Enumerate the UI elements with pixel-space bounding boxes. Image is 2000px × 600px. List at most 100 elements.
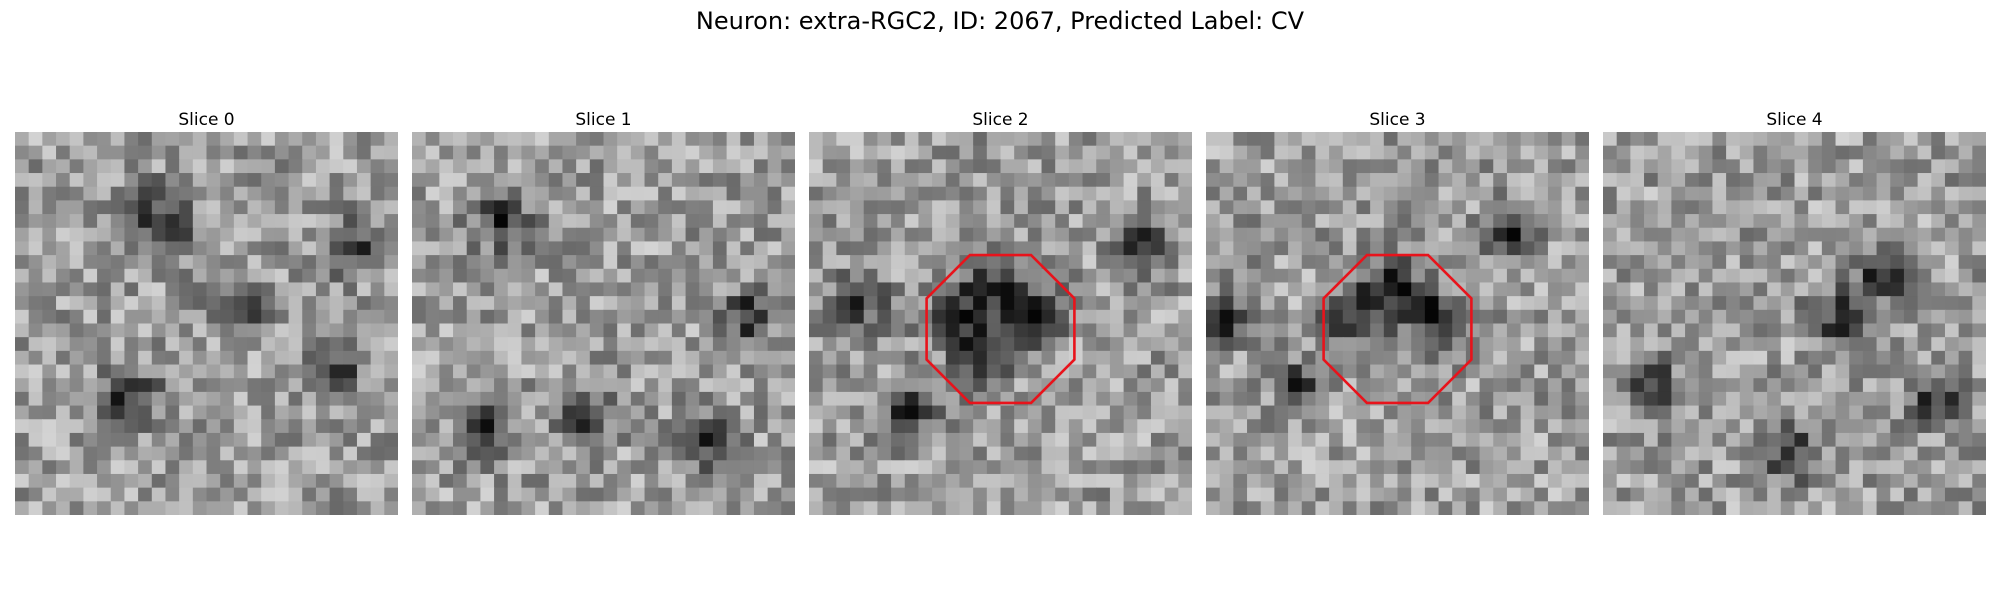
pixel-cell: [576, 391, 591, 407]
pixel-cell: [1041, 186, 1056, 201]
pixel-cell: [261, 391, 276, 407]
pixel-cell: [1944, 364, 1960, 379]
pixel-cell: [1109, 282, 1125, 297]
pixel-cell: [247, 432, 262, 448]
pixel-cell: [1657, 473, 1672, 489]
pixel-cell: [1329, 132, 1344, 147]
pixel-cell: [863, 391, 878, 407]
pixel-cell: [1383, 487, 1399, 502]
pixel-cell: [1739, 501, 1755, 515]
pixel-cell: [1575, 446, 1589, 461]
pixel-cell: [1370, 173, 1385, 188]
pixel-cell: [1260, 350, 1275, 366]
pixel-cell: [712, 501, 728, 515]
pixel-cell: [1917, 432, 1932, 448]
pixel-cell: [192, 200, 208, 215]
pixel-cell: [1150, 227, 1166, 243]
pixel-cell: [247, 241, 262, 256]
pixel-cell: [1534, 132, 1549, 147]
pixel-cell: [1164, 487, 1179, 502]
pixel-cell: [1903, 364, 1919, 379]
pixel-cell: [1438, 186, 1453, 201]
pixel-cell: [425, 282, 440, 297]
pixel-cell: [151, 296, 167, 311]
pixel-cell: [1753, 446, 1768, 461]
pixel-cell: [1027, 432, 1043, 448]
pixel-cell: [535, 145, 550, 160]
pixel-cell: [986, 309, 1002, 325]
pixel-cell: [384, 337, 398, 352]
pixel-cell: [480, 473, 495, 489]
pixel-cell: [617, 378, 632, 393]
pixel-cell: [247, 350, 262, 366]
pixel-cell: [1931, 309, 1946, 325]
pixel-cell: [1465, 473, 1481, 489]
pixel-cell: [56, 364, 71, 379]
pixel-cell: [1137, 419, 1152, 434]
pixel-cell: [1356, 350, 1371, 366]
pixel-cell: [261, 241, 276, 256]
pixel-cell: [1739, 132, 1755, 147]
pixel-cell: [1767, 337, 1782, 352]
pixel-cell: [1767, 460, 1782, 475]
pixel-cell: [1835, 159, 1850, 174]
pixel-cell: [192, 378, 208, 393]
pixel-cell: [274, 200, 290, 215]
pixel-cell: [453, 432, 468, 448]
pixel-cell: [453, 446, 468, 461]
pixel-cell: [1411, 159, 1426, 174]
pixel-cell: [740, 159, 755, 174]
pixel-cell: [1876, 227, 1891, 243]
pixel-cell: [1137, 473, 1152, 489]
pixel-cell: [315, 378, 331, 393]
pixel-cell: [384, 487, 398, 502]
pixel-cell: [1329, 432, 1344, 448]
pixel-cell: [1671, 214, 1686, 229]
pixel-cell: [1561, 309, 1576, 325]
pixel-cell: [1644, 145, 1659, 160]
pixel-cell: [1068, 282, 1084, 297]
pixel-cell: [1206, 186, 1221, 201]
slice-image: [1206, 132, 1589, 515]
pixel-cell: [1534, 173, 1549, 188]
pixel-cell: [247, 391, 262, 407]
pixel-cell: [1479, 132, 1494, 147]
pixel-cell: [1561, 227, 1576, 243]
pixel-cell: [1424, 132, 1440, 147]
pixel-cell: [767, 350, 782, 366]
pixel-cell: [740, 446, 755, 461]
pixel-cell: [891, 255, 906, 270]
pixel-cell: [699, 145, 714, 160]
pixel-cell: [877, 460, 892, 475]
pixel-cell: [124, 227, 139, 243]
pixel-cell: [83, 200, 98, 215]
pixel-cell: [1109, 200, 1125, 215]
pixel-cell: [1698, 173, 1714, 188]
pixel-cell: [1178, 132, 1192, 147]
pixel-cell: [261, 214, 276, 229]
pixel-cell: [1000, 173, 1015, 188]
pixel-cell: [699, 473, 714, 489]
pixel-cell: [1397, 487, 1412, 502]
pixel-cell: [412, 268, 427, 284]
pixel-cell: [1561, 432, 1576, 448]
pixel-cell: [1931, 391, 1946, 407]
pixel-cell: [1329, 419, 1344, 434]
pixel-cell: [822, 337, 837, 352]
pixel-cell: [274, 432, 290, 448]
pixel-cell: [959, 227, 974, 243]
pixel-cell: [836, 501, 851, 515]
pixel-cell: [343, 214, 358, 229]
pixel-cell: [233, 364, 249, 379]
pixel-cell: [206, 227, 221, 243]
pixel-cell: [15, 241, 30, 256]
pixel-cell: [28, 214, 43, 229]
pixel-cell: [1164, 473, 1179, 489]
pixel-cell: [1808, 309, 1823, 325]
pixel-cell: [1068, 460, 1084, 475]
pixel-cell: [617, 405, 632, 420]
pixel-cell: [1096, 200, 1111, 215]
pixel-cell: [1041, 446, 1056, 461]
pixel-cell: [110, 405, 126, 420]
pixel-cell: [658, 378, 673, 393]
